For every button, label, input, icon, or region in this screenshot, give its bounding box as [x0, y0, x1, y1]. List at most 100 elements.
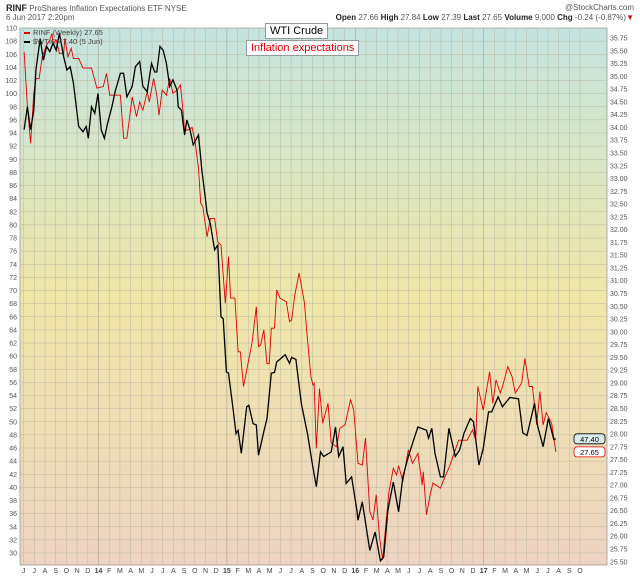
- chg-label: Chg: [557, 13, 573, 22]
- rinf-line: [23, 33, 557, 560]
- x-tick-label: A: [385, 568, 390, 575]
- right-tick-label: 30.00: [610, 329, 628, 336]
- x-tick-label: F: [364, 568, 368, 575]
- left-tick-label: 30: [9, 551, 17, 558]
- x-tick-label: O: [320, 568, 326, 575]
- right-tick-label: 28.25: [610, 419, 628, 426]
- left-tick-label: 80: [9, 222, 17, 229]
- right-tick-label: 28.00: [610, 432, 628, 439]
- x-tick-label: N: [460, 568, 465, 575]
- x-tick-label: S: [182, 568, 187, 575]
- x-tick-label: O: [192, 568, 198, 575]
- x-tick-label: N: [203, 568, 208, 575]
- left-tick-label: 36: [9, 511, 17, 518]
- right-tick-label: 29.75: [610, 342, 628, 349]
- low-value: 27.39: [441, 13, 462, 22]
- right-tick-label: 33.75: [610, 138, 628, 145]
- x-tick-label: J: [418, 568, 422, 575]
- left-tick-label: 92: [9, 144, 17, 151]
- right-tick-label: 27.75: [610, 444, 628, 451]
- x-tick-label: S: [567, 568, 572, 575]
- right-tick-label: 26.00: [610, 534, 628, 541]
- x-tick-label: O: [577, 568, 583, 575]
- left-tick-label: 48: [9, 432, 17, 439]
- left-tick-label: 88: [9, 170, 17, 177]
- left-tick-label: 72: [9, 275, 17, 282]
- legend-item-wtic: $WTIC 47.40 (5 Jun): [24, 37, 103, 46]
- left-tick-label: 40: [9, 485, 17, 492]
- left-tick-label: 52: [9, 406, 17, 413]
- left-tick-label: 108: [5, 39, 17, 46]
- right-tick-label: 28.50: [610, 406, 628, 413]
- right-tick-label: 30.25: [610, 317, 628, 324]
- right-tick-label: 26.25: [610, 521, 628, 528]
- x-tick-label: J: [279, 568, 283, 575]
- left-tick-label: 98: [9, 104, 17, 111]
- left-tick-label: 32: [9, 537, 17, 544]
- left-tick-label: 102: [5, 78, 17, 85]
- right-tick-label: 27.25: [610, 470, 628, 477]
- x-tick-label: D: [85, 568, 90, 575]
- right-tick-label: 35.75: [610, 36, 628, 43]
- x-tick-label: M: [374, 568, 380, 575]
- last-label: Last: [463, 13, 480, 22]
- high-label: High: [380, 13, 399, 22]
- left-tick-label: 56: [9, 380, 17, 387]
- right-tick-label: 34.25: [610, 112, 628, 119]
- left-tick-label: 54: [9, 393, 17, 400]
- x-tick-label: M: [245, 568, 251, 575]
- x-tick-label: A: [299, 568, 304, 575]
- high-value: 27.84: [400, 13, 421, 22]
- right-tick-label: 29.00: [610, 380, 628, 387]
- plot-area: [19, 27, 608, 566]
- left-axis: 30 32 34 36 38 40 42 44 46 48 50 52 54 56 58 60 62 64 66 68…: [5, 26, 17, 558]
- right-axis: 25.50 25.75 26.00 26.25 26.50 26.75 27.00 27.25…: [610, 36, 628, 567]
- legend-rinf-label: RINF (Weekly) 27.65: [33, 28, 103, 37]
- right-tick-label: 27.00: [610, 483, 628, 490]
- stockcharts-credit: @StockCharts.com: [564, 3, 634, 12]
- left-tick-label: 82: [9, 209, 17, 216]
- x-tick-label: S: [439, 568, 444, 575]
- x-tick-label: M: [502, 568, 508, 575]
- right-tick-label: 25.75: [610, 547, 628, 554]
- symbol: RINF: [6, 3, 27, 13]
- right-tick-label: 35.25: [610, 61, 628, 68]
- left-tick-label: 94: [9, 131, 17, 138]
- rinf-last-value: 27.65: [580, 448, 599, 457]
- left-tick-label: 100: [5, 91, 17, 98]
- left-tick-label: 64: [9, 327, 17, 334]
- x-axis: J J A S O N D 14 F M A M J J A S O N D 15 F M A M J J A S O N D 16 F M A M J…: [22, 568, 583, 575]
- quote-summary: Open 27.66 High 27.84 Low 27.39 Last 27.…: [336, 13, 634, 22]
- x-tick-label: F: [235, 568, 239, 575]
- x-tick-label: J: [289, 568, 293, 575]
- x-tick-label: M: [267, 568, 273, 575]
- left-tick-label: 96: [9, 117, 17, 124]
- x-tick-label: N: [75, 568, 80, 575]
- right-tick-label: 32.50: [610, 202, 628, 209]
- x-tick-label: J: [33, 568, 37, 575]
- chart-datetime: 6 Jun 2017 2:20pm: [6, 13, 75, 22]
- x-tick-label: F: [492, 568, 496, 575]
- right-tick-label: 33.25: [610, 163, 628, 170]
- right-tick-label: 26.50: [610, 508, 628, 515]
- x-tick-label: 14: [95, 568, 103, 575]
- right-tick-label: 26.75: [610, 495, 628, 502]
- left-tick-label: 58: [9, 367, 17, 374]
- wtic-line: [23, 33, 557, 563]
- left-tick-label: 38: [9, 498, 17, 505]
- x-tick-label: O: [64, 568, 70, 575]
- x-tick-label: 16: [351, 568, 359, 575]
- right-tick-label: 32.00: [610, 227, 628, 234]
- right-tick-label: 31.50: [610, 253, 628, 260]
- left-tick-label: 74: [9, 262, 17, 269]
- x-tick-label: M: [524, 568, 530, 575]
- last-value: 27.65: [482, 13, 503, 22]
- x-tick-label: S: [310, 568, 315, 575]
- x-tick-label: D: [342, 568, 347, 575]
- left-tick-label: 62: [9, 341, 17, 348]
- rinf-last-tag: [573, 446, 606, 458]
- x-tick-label: O: [449, 568, 455, 575]
- left-tick-label: 68: [9, 301, 17, 308]
- open-value: 27.66: [358, 13, 379, 22]
- low-label: Low: [422, 13, 439, 22]
